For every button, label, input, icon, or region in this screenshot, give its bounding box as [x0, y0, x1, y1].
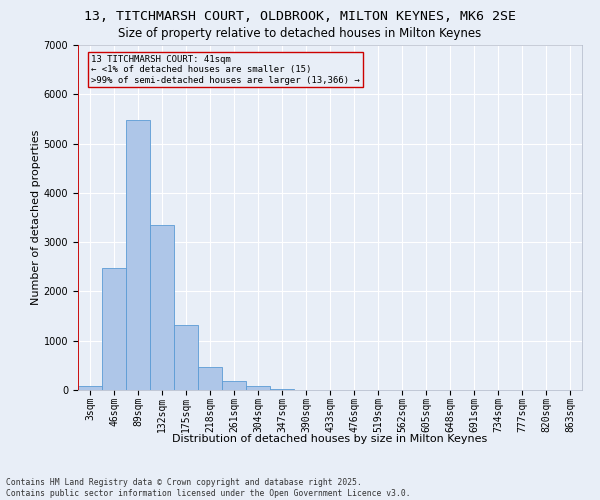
X-axis label: Distribution of detached houses by size in Milton Keynes: Distribution of detached houses by size …	[172, 434, 488, 444]
Text: 13 TITCHMARSH COURT: 41sqm
← <1% of detached houses are smaller (15)
>99% of sem: 13 TITCHMARSH COURT: 41sqm ← <1% of deta…	[91, 55, 360, 84]
Bar	[270, 388, 294, 390]
Text: 13, TITCHMARSH COURT, OLDBROOK, MILTON KEYNES, MK6 2SE: 13, TITCHMARSH COURT, OLDBROOK, MILTON K…	[84, 10, 516, 23]
Y-axis label: Number of detached properties: Number of detached properties	[31, 130, 41, 305]
Bar	[246, 386, 270, 390]
Text: Size of property relative to detached houses in Milton Keynes: Size of property relative to detached ho…	[118, 28, 482, 40]
Bar	[126, 120, 150, 390]
Text: Contains HM Land Registry data © Crown copyright and database right 2025.
Contai: Contains HM Land Registry data © Crown c…	[6, 478, 410, 498]
Bar	[198, 368, 222, 390]
Bar	[102, 268, 126, 390]
Bar	[222, 381, 246, 390]
Bar	[174, 326, 198, 390]
Bar	[78, 386, 102, 390]
Bar	[150, 226, 174, 390]
